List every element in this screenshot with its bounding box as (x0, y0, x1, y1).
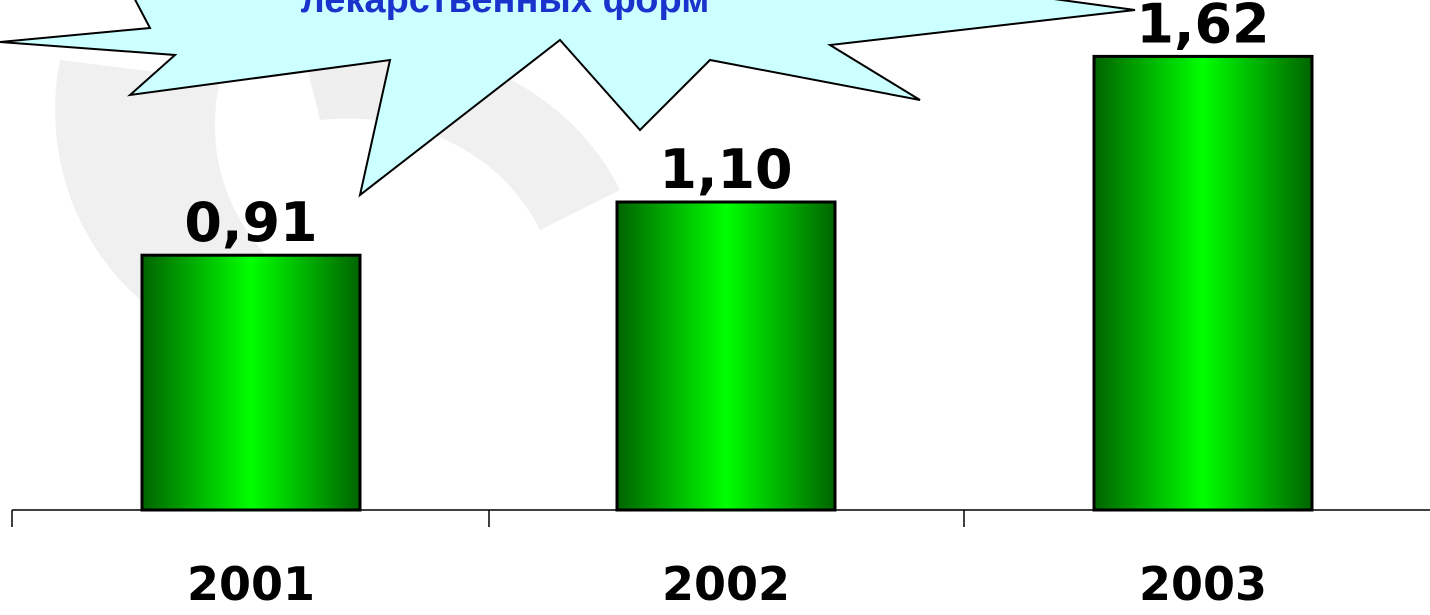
callout-starburst: лекарственных форм (0, 0, 1136, 198)
value-label-2001: 0,91 (184, 191, 317, 254)
value-label-2003: 1,62 (1136, 0, 1269, 55)
bars-group (140, 54, 1314, 512)
category-label-2003: 2003 (1139, 557, 1267, 611)
category-label-2002: 2002 (662, 557, 790, 611)
value-labels-group: 0,91 1,10 1,62 (184, 0, 1269, 254)
bar-2001 (140, 253, 362, 512)
bar-2003 (1092, 54, 1314, 512)
x-axis (11, 509, 1430, 527)
callout-text: лекарственных форм (301, 0, 710, 21)
bar-2002 (615, 200, 837, 512)
category-label-2001: 2001 (187, 557, 315, 611)
value-label-2002: 1,10 (659, 138, 792, 201)
category-labels-group: 2001 2002 2003 (187, 557, 1267, 611)
